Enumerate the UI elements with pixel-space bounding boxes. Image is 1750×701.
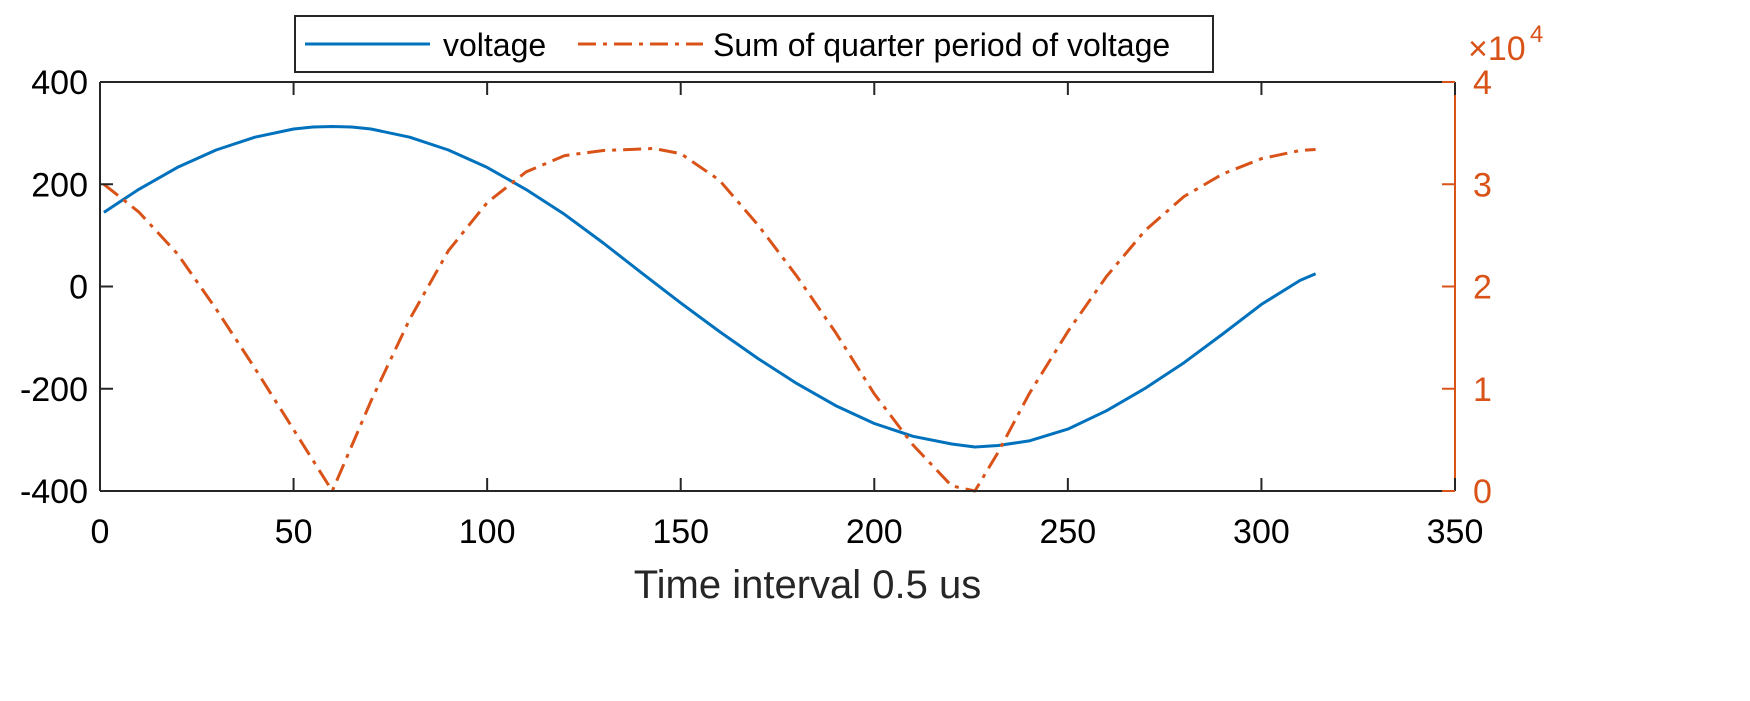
plot-frame [100, 82, 1455, 491]
legend-label-quarter-period-sum: Sum of quarter period of voltage [713, 27, 1170, 63]
left-y-tick-label: 400 [31, 64, 88, 102]
legend: voltage Sum of quarter period of voltage [294, 15, 1214, 73]
right-y-tick-label: 3 [1473, 166, 1492, 204]
plot-area [100, 82, 1455, 491]
right-y-axis-ticks: 0 1 2 3 4 [1442, 64, 1492, 511]
right-axis-exponent-label: ×10 4 [1468, 21, 1543, 68]
right-y-tick-label: 1 [1473, 371, 1492, 409]
x-axis-title: Time interval 0.5 us [634, 563, 982, 607]
x-tick-label: 50 [275, 513, 313, 551]
legend-label-voltage: voltage [443, 27, 546, 63]
left-y-axis-ticks: -400 -200 0 200 400 [20, 64, 113, 511]
left-y-tick-label: -200 [20, 371, 88, 409]
exponent-power: 4 [1530, 21, 1543, 48]
x-tick-label: 200 [846, 513, 903, 551]
series-layer [102, 125, 1317, 493]
x-tick-label: 0 [91, 513, 110, 551]
right-y-tick-label: 2 [1473, 269, 1492, 307]
x-tick-label: 250 [1039, 513, 1096, 551]
right-y-tick-label: 4 [1473, 64, 1492, 102]
left-y-tick-label: 200 [31, 166, 88, 204]
x-axis-ticks: 0 50 100 150 200 250 300 350 [91, 82, 1484, 551]
left-y-tick-label: -400 [20, 473, 88, 511]
legend-box [294, 15, 1214, 73]
series-line-quarter-period-sum [102, 147, 1316, 493]
x-tick-label: 300 [1233, 513, 1290, 551]
x-tick-label: 100 [459, 513, 516, 551]
exponent-base: ×10 [1468, 30, 1526, 68]
left-y-tick-label: 0 [69, 269, 88, 307]
series-line-voltage [103, 125, 1317, 449]
x-tick-label: 350 [1427, 513, 1484, 551]
right-y-tick-label: 0 [1473, 473, 1492, 511]
x-tick-label: 150 [652, 513, 709, 551]
